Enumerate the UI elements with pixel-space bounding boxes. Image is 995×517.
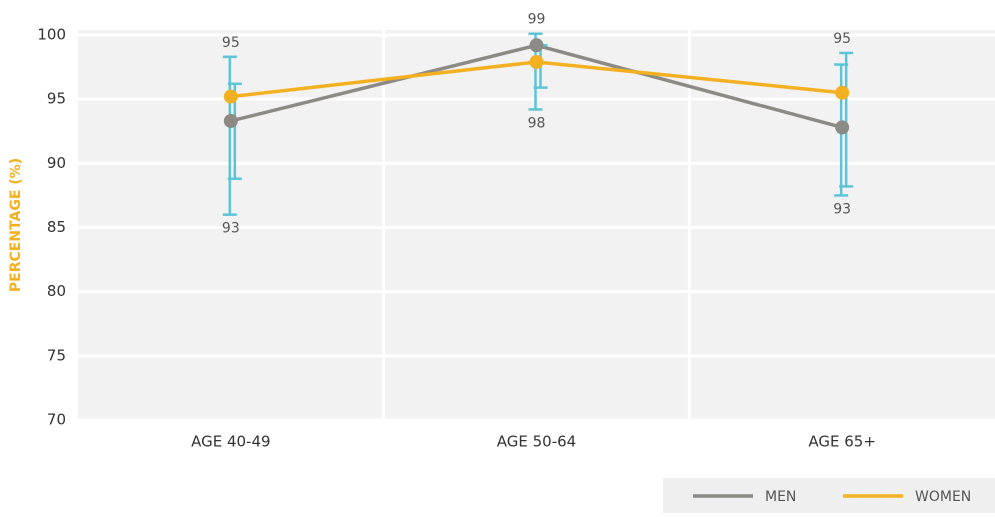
point — [835, 120, 850, 135]
y-tick-label: 70 — [47, 411, 66, 429]
x-tick-label: AGE 40-49 — [191, 433, 270, 451]
y-tick-label: 85 — [47, 218, 66, 236]
y-tick-label: 75 — [47, 346, 66, 364]
data-label: 93 — [222, 221, 240, 237]
point — [223, 89, 238, 104]
legend-label: WOMEN — [915, 489, 971, 505]
point — [529, 54, 544, 69]
y-tick-label: 90 — [47, 154, 66, 172]
point — [835, 85, 850, 100]
data-label: 99 — [528, 12, 546, 28]
data-label: 95 — [833, 31, 851, 47]
x-tick-label: AGE 50-64 — [497, 433, 576, 451]
data-label: 95 — [222, 35, 240, 51]
point — [529, 38, 544, 53]
y-axis-label: PERCENTAGE (%) — [8, 158, 24, 292]
y-tick-label: 95 — [47, 90, 66, 108]
data-label: 98 — [528, 115, 546, 131]
y-tick-label: 80 — [47, 282, 66, 300]
x-tick-label: AGE 65+ — [808, 433, 876, 451]
legend-label: MEN — [765, 489, 796, 505]
y-tick-label: 100 — [37, 26, 66, 44]
point — [223, 113, 238, 128]
data-label: 93 — [833, 201, 851, 217]
